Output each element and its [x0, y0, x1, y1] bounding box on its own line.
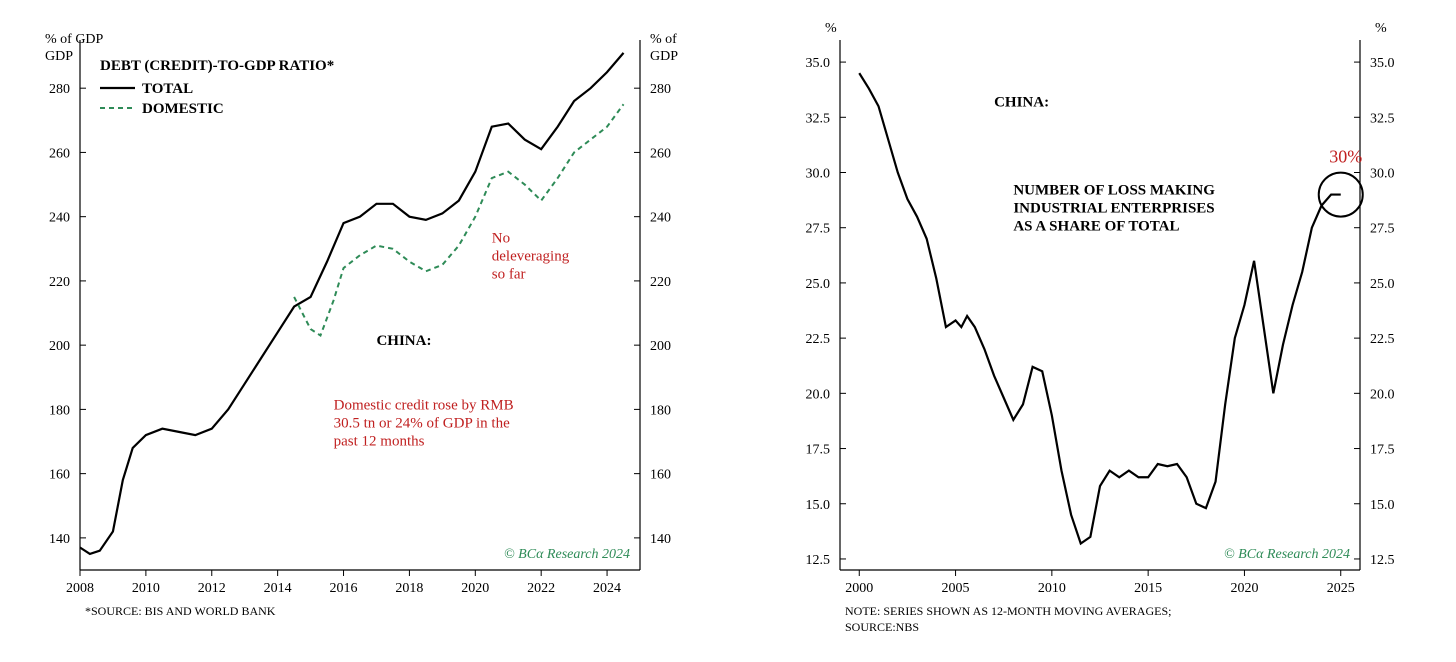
ytick-right: 27.5 [1370, 222, 1395, 237]
ytick-right: 30.0 [1370, 167, 1395, 182]
y-axis-unit-left: % [825, 21, 837, 36]
left-chart-panel: 140 140 160 160 180 180 200 200 220 220 240 240 260 2… [10, 10, 710, 652]
annotation-no-deleveraging: so far [492, 266, 526, 282]
ytick-right: 35.0 [1370, 56, 1395, 71]
ytick-left: 280 [49, 82, 70, 97]
right-chart-svg: 12.5 12.5 15.0 15.0 17.5 17.5 20.0 20.0 22.5 22.5… [770, 10, 1420, 652]
ytick-right: 140 [650, 532, 671, 547]
ytick-right: 22.5 [1370, 332, 1395, 347]
ytick-left: 140 [49, 532, 70, 547]
country-label: CHINA: [376, 333, 431, 349]
xtick: 2024 [593, 581, 621, 596]
copyright-label: © BCα Research 2024 [504, 547, 630, 562]
ytick-right: 180 [650, 403, 671, 418]
ytick-right: 12.5 [1370, 553, 1395, 568]
ytick-left: 22.5 [806, 332, 831, 347]
ytick-left: 35.0 [806, 56, 831, 71]
series-total [80, 53, 624, 554]
annotation-no-deleveraging: No [492, 230, 510, 246]
ytick-left: 30.0 [806, 167, 831, 182]
chart-title-line: INDUSTRIAL ENTERPRISES [1013, 201, 1214, 217]
ytick-left: 27.5 [806, 222, 831, 237]
y-axis-unit-right2: GDP [650, 49, 678, 64]
legend-total: TOTAL [142, 81, 193, 97]
ytick-left: 240 [49, 211, 70, 226]
ytick-right: 260 [650, 146, 671, 161]
annotation-credit: 30.5 tn or 24% of GDP in the [334, 415, 510, 431]
ytick-right: 220 [650, 275, 671, 290]
annotation-credit: Domestic credit rose by RMB [334, 397, 514, 413]
xtick: 2022 [527, 581, 555, 596]
ytick-left: 17.5 [806, 443, 831, 458]
ytick-left: 180 [49, 403, 70, 418]
xtick: 2018 [395, 581, 423, 596]
ytick-right: 200 [650, 339, 671, 354]
ytick-left: 200 [49, 339, 70, 354]
ytick-left: 20.0 [806, 387, 831, 402]
annotation-credit: past 12 months [334, 433, 425, 449]
xtick: 2020 [1230, 581, 1258, 596]
xtick: 2014 [264, 581, 292, 596]
ytick-left: 220 [49, 275, 70, 290]
ytick-right: 25.0 [1370, 277, 1395, 292]
country-label: CHINA: [994, 94, 1049, 110]
ytick-right: 20.0 [1370, 387, 1395, 402]
left-chart-svg: 140 140 160 160 180 180 200 200 220 220 240 240 260 2… [10, 10, 710, 652]
ytick-left: 15.0 [806, 498, 831, 513]
legend-domestic: DOMESTIC [142, 101, 224, 117]
chart-title-line: AS A SHARE OF TOTAL [1013, 219, 1179, 235]
ytick-left: 160 [49, 468, 70, 483]
y-axis-unit-right: % of [650, 32, 677, 47]
copyright-label: © BCα Research 2024 [1224, 547, 1350, 562]
ytick-right: 280 [650, 82, 671, 97]
xtick: 2025 [1327, 581, 1355, 596]
xtick: 2012 [198, 581, 226, 596]
xtick: 2020 [461, 581, 489, 596]
y-axis-unit-right: % [1375, 21, 1387, 36]
series-loss-making [859, 73, 1340, 543]
xtick: 2016 [330, 581, 358, 596]
source-note: SOURCE:NBS [845, 620, 919, 634]
source-note: NOTE: SERIES SHOWN AS 12-MONTH MOVING AV… [845, 604, 1171, 618]
ytick-left: 32.5 [806, 111, 831, 126]
series-domestic [294, 104, 623, 335]
xtick: 2005 [942, 581, 970, 596]
ytick-left: 12.5 [806, 553, 831, 568]
xtick: 2010 [1038, 581, 1066, 596]
chart-title-line: NUMBER OF LOSS MAKING [1013, 183, 1215, 199]
ytick-right: 160 [650, 468, 671, 483]
xtick: 2008 [66, 581, 94, 596]
y-axis-unit-left2: GDP [45, 49, 73, 64]
ytick-right: 32.5 [1370, 111, 1395, 126]
ytick-left: 25.0 [806, 277, 831, 292]
y-axis-unit-left: % of GDP [45, 32, 104, 47]
right-chart-panel: 12.5 12.5 15.0 15.0 17.5 17.5 20.0 20.0 22.5 22.5… [770, 10, 1420, 652]
callout-label: 30% [1329, 147, 1362, 167]
ytick-left: 260 [49, 146, 70, 161]
ytick-right: 240 [650, 211, 671, 226]
xtick: 2010 [132, 581, 160, 596]
ytick-right: 15.0 [1370, 498, 1395, 513]
xtick: 2000 [845, 581, 873, 596]
ytick-right: 17.5 [1370, 443, 1395, 458]
xtick: 2015 [1134, 581, 1162, 596]
annotation-no-deleveraging: deleveraging [492, 248, 570, 264]
chart-title: DEBT (CREDIT)-TO-GDP RATIO* [100, 58, 334, 74]
source-note: *SOURCE: BIS AND WORLD BANK [85, 604, 276, 618]
